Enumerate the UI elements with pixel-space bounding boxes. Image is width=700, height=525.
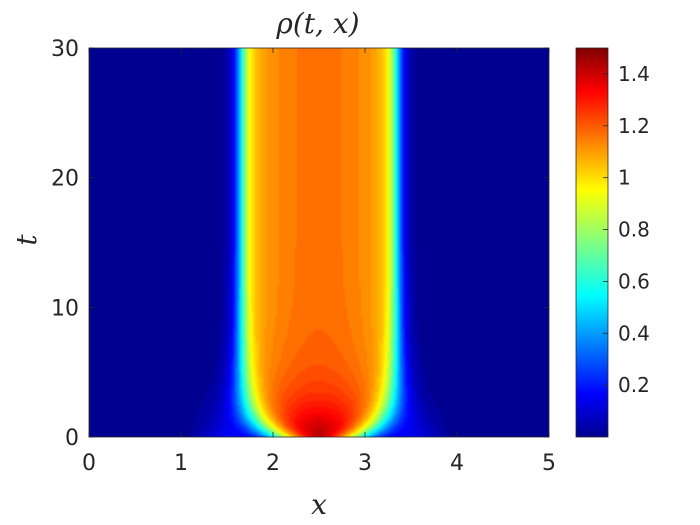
heatmap-image bbox=[89, 48, 549, 437]
colorbar-fill bbox=[576, 48, 608, 437]
x-tick-label: 5 bbox=[542, 451, 556, 476]
colorbar-tick-label: 1 bbox=[618, 166, 631, 190]
y-tick-label: 0 bbox=[65, 426, 79, 451]
colorbar-tick-label: 0.8 bbox=[618, 218, 650, 242]
x-axis: 0 1 2 3 4 5 bbox=[82, 48, 556, 476]
colorbar-tick-label: 0.6 bbox=[618, 269, 650, 293]
x-tick-label: 2 bbox=[266, 451, 280, 476]
colorbar-tick-label: 1.2 bbox=[618, 114, 650, 138]
x-tick-label: 4 bbox=[450, 451, 464, 476]
colorbar-tick-label: 0.4 bbox=[618, 321, 650, 345]
chart-title: ρ(t, x) bbox=[275, 7, 359, 40]
plot-area bbox=[88, 47, 550, 438]
colorbar-tick-label: 0.2 bbox=[618, 373, 650, 397]
x-tick-label: 1 bbox=[174, 451, 188, 476]
y-axis-label: t bbox=[10, 234, 43, 246]
y-tick-label: 10 bbox=[51, 296, 79, 321]
plot-frame bbox=[88, 47, 550, 438]
colorbar-ticks: 0.2 0.4 0.6 0.8 1 1.2 1.4 bbox=[603, 62, 650, 397]
colorbar: 0.2 0.4 0.6 0.8 1 1.2 1.4 bbox=[575, 47, 650, 438]
y-tick-label: 20 bbox=[51, 167, 79, 192]
colorbar-frame bbox=[575, 47, 609, 438]
x-axis-label: x bbox=[311, 488, 327, 521]
colorbar-tick-label: 1.4 bbox=[618, 62, 650, 86]
x-tick-label: 3 bbox=[358, 451, 372, 476]
x-tick-label: 0 bbox=[82, 451, 96, 476]
y-tick-label: 30 bbox=[51, 37, 79, 62]
y-axis: 0 10 20 30 bbox=[51, 37, 549, 451]
